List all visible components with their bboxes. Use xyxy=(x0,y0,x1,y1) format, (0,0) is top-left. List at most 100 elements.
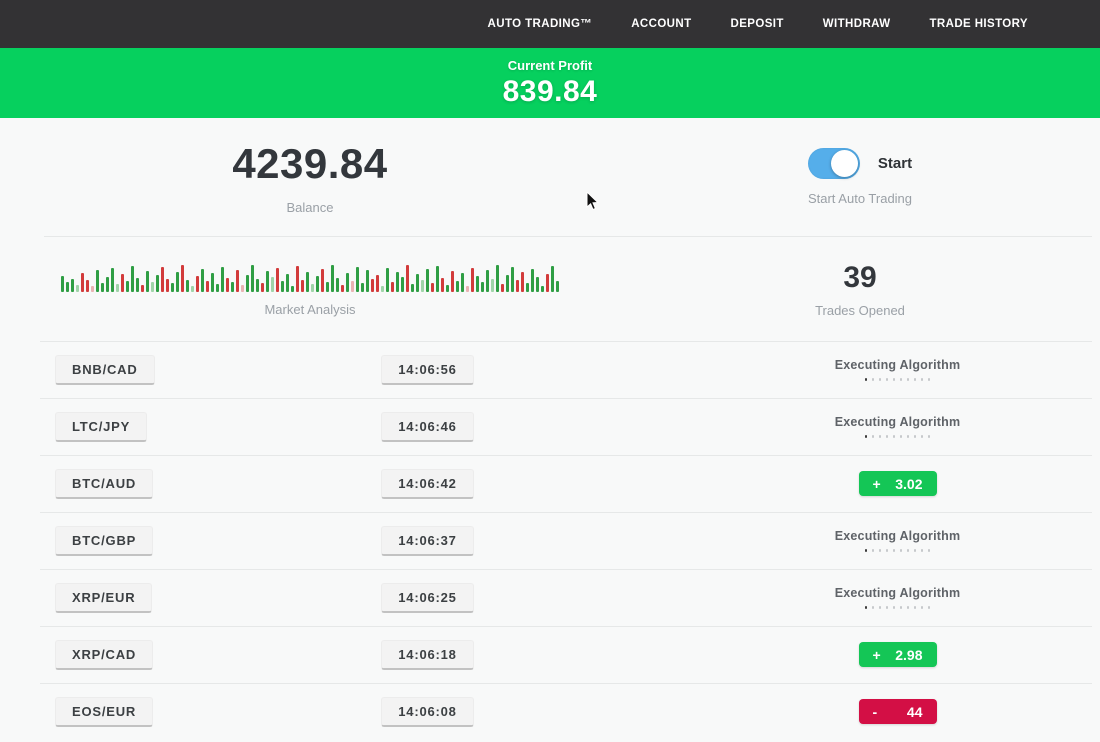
chart-bar xyxy=(241,284,244,292)
chart-bar xyxy=(446,284,449,292)
chart-bar xyxy=(386,267,389,292)
chart-bar xyxy=(491,278,494,292)
chart-bar xyxy=(556,280,559,292)
executing-status: Executing Algorithm xyxy=(835,529,961,552)
executing-status: Executing Algorithm xyxy=(835,586,961,609)
executing-status: Executing Algorithm xyxy=(835,415,961,438)
pair-badge: BNB/CAD xyxy=(55,354,155,385)
chart-bar xyxy=(211,272,214,292)
profit-badge: + 2.98 xyxy=(858,642,937,667)
executing-label: Executing Algorithm xyxy=(834,529,961,544)
current-profit-value: 839.84 xyxy=(502,74,598,108)
chart-bar xyxy=(306,271,309,292)
chart-bar xyxy=(196,275,199,292)
chart-bar xyxy=(516,279,519,292)
chart-bar xyxy=(61,275,64,292)
nav-item-auto-trading[interactable]: AUTO TRADING™ xyxy=(487,18,593,30)
status-dots xyxy=(835,378,961,381)
chart-bar xyxy=(136,277,139,292)
chart-bar xyxy=(116,283,119,292)
chart-bar xyxy=(356,266,359,292)
chart-bar xyxy=(521,271,524,292)
table-row: XRP/CAD 14:06:18 + 2.98 xyxy=(0,626,1100,683)
nav-item-account[interactable]: ACCOUNT xyxy=(631,18,692,30)
chart-bar xyxy=(496,264,499,292)
market-analysis-chart xyxy=(61,262,559,292)
chart-bar xyxy=(486,269,489,292)
table-row: EOS/EUR 14:06:08 - 44 xyxy=(0,683,1100,740)
time-badge: 14:06:46 xyxy=(381,411,474,442)
chart-bar xyxy=(316,275,319,292)
chart-bar xyxy=(481,281,484,292)
status-dots xyxy=(835,435,961,438)
chart-bar xyxy=(121,273,124,292)
result-value: 3.02 xyxy=(895,475,923,492)
nav-item-trade-history[interactable]: TRADE HISTORY xyxy=(929,18,1028,30)
pair-badge: EOS/EUR xyxy=(55,696,154,727)
chart-bar xyxy=(366,269,369,292)
top-navbar: AUTO TRADING™ ACCOUNT DEPOSIT WITHDRAW T… xyxy=(0,0,1100,48)
table-row: XRP/EUR 14:06:25 Executing Algorithm xyxy=(0,569,1100,626)
chart-bar xyxy=(466,285,469,292)
toggle-knob[interactable] xyxy=(830,150,858,177)
balance-label: Balance xyxy=(286,199,334,215)
chart-bar xyxy=(171,282,174,292)
status-dots xyxy=(835,549,961,552)
chart-bar xyxy=(191,285,194,292)
status-dots xyxy=(835,606,961,609)
chart-bar xyxy=(276,267,279,292)
toggle-caption: Start Auto Trading xyxy=(807,191,913,206)
chart-bar xyxy=(126,280,129,292)
nav-item-deposit[interactable]: DEPOSIT xyxy=(730,18,784,30)
toggle-label: Start xyxy=(877,155,913,172)
market-analysis-label: Market Analysis xyxy=(264,301,356,317)
chart-bar xyxy=(406,264,409,292)
chart-bar xyxy=(266,270,269,292)
chart-bar xyxy=(511,266,514,292)
chart-bar xyxy=(206,280,209,292)
chart-bar xyxy=(531,268,534,292)
chart-bar xyxy=(146,270,149,292)
chart-bar xyxy=(381,285,384,292)
table-row: BTC/AUD 14:06:42 + 3.02 xyxy=(0,455,1100,512)
chart-bar xyxy=(351,280,354,292)
current-profit-label: Current Profit xyxy=(507,57,593,73)
nav-item-withdraw[interactable]: WITHDRAW xyxy=(822,18,891,30)
table-row: BTC/GBP 14:06:37 Executing Algorithm xyxy=(0,512,1100,569)
chart-bar xyxy=(331,264,334,292)
chart-bar xyxy=(401,276,404,292)
auto-trading-toggle[interactable] xyxy=(807,148,860,179)
pair-badge: LTC/JPY xyxy=(55,411,148,442)
time-badge: 14:06:42 xyxy=(381,468,474,499)
table-row: BNB/CAD 14:06:56 Executing Algorithm xyxy=(0,341,1100,398)
chart-bar xyxy=(346,272,349,292)
balance-value: 4239.84 xyxy=(232,139,388,187)
chart-bar xyxy=(411,283,414,292)
chart-bar xyxy=(101,282,104,292)
chart-bar xyxy=(111,267,114,292)
chart-bar xyxy=(246,274,249,292)
executing-label: Executing Algorithm xyxy=(834,586,961,601)
time-badge: 14:06:25 xyxy=(381,582,474,613)
chart-bar xyxy=(86,279,89,292)
result-sign: - xyxy=(872,703,878,720)
trades-table: BNB/CAD 14:06:56 Executing Algorithm LTC… xyxy=(0,341,1100,740)
chart-bar xyxy=(81,272,84,292)
market-analysis-row: Market Analysis 39 Trades Opened xyxy=(0,237,1100,341)
time-badge: 14:06:37 xyxy=(381,525,474,556)
result-sign: + xyxy=(872,646,881,663)
pair-badge: XRP/CAD xyxy=(55,639,154,670)
executing-label: Executing Algorithm xyxy=(834,358,961,373)
chart-bar xyxy=(201,268,204,292)
chart-bar xyxy=(501,283,504,292)
chart-bar xyxy=(271,276,274,292)
time-badge: 14:06:08 xyxy=(381,696,474,727)
chart-bar xyxy=(376,274,379,292)
chart-bar xyxy=(336,277,339,292)
chart-bar xyxy=(541,285,544,292)
chart-bar xyxy=(236,269,239,292)
table-row: LTC/JPY 14:06:46 Executing Algorithm xyxy=(0,398,1100,455)
chart-bar xyxy=(321,268,324,292)
chart-bar xyxy=(71,278,74,292)
chart-bar xyxy=(456,280,459,292)
